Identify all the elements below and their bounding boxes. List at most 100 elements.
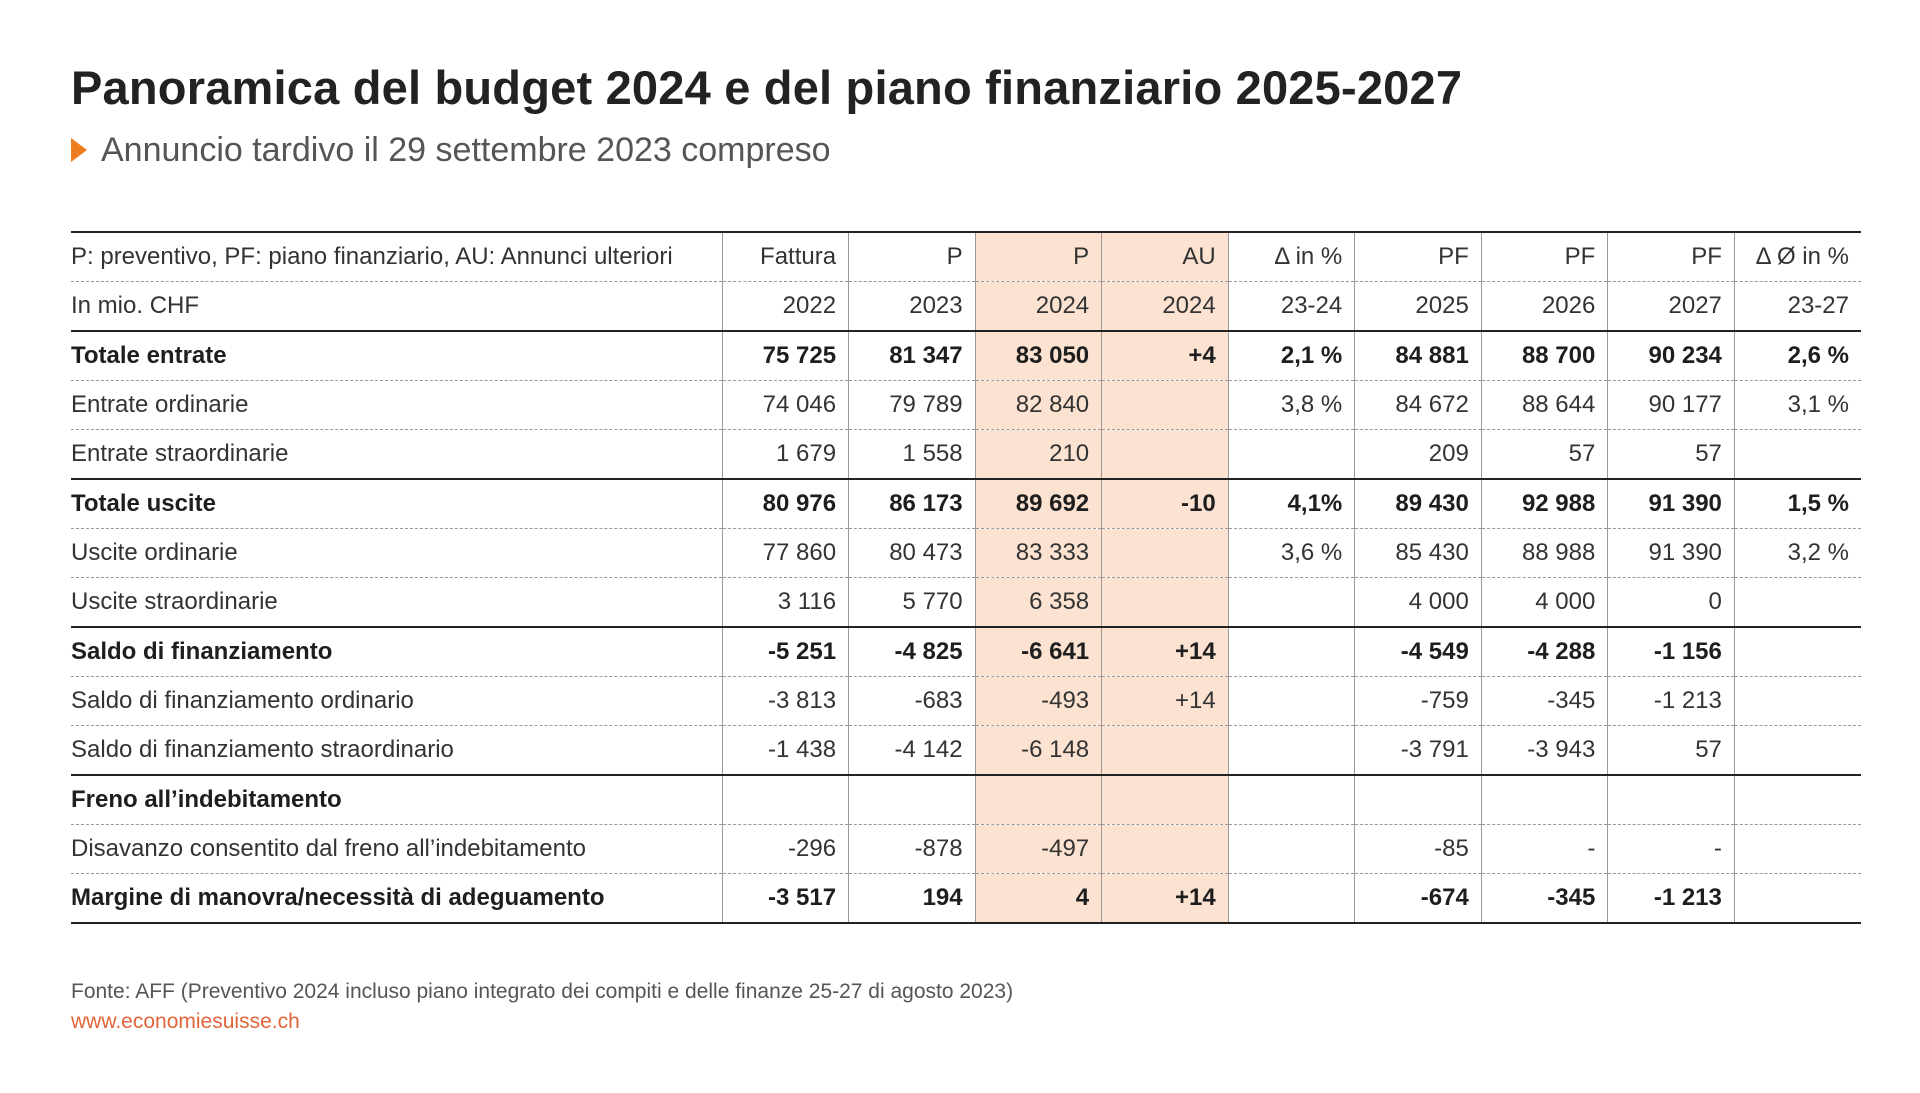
- header-cell: P: [974, 231, 1102, 282]
- cell-pf-2026: 92 988: [1480, 479, 1608, 529]
- cell-fattura-2022: 1 679: [721, 429, 849, 480]
- cell-p-2024: 83 333: [974, 528, 1102, 578]
- cell-delta-23-24: [1227, 725, 1355, 776]
- cell-au-2024: +14: [1101, 676, 1229, 726]
- cell-pf-2025: 85 430: [1354, 528, 1482, 578]
- header-cell: P: preventivo, PF: piano finanziario, AU…: [71, 231, 723, 282]
- cell-au-2024: [1101, 528, 1229, 578]
- header-cell: In mio. CHF: [71, 281, 723, 332]
- cell-p-2024: -6 641: [974, 627, 1102, 677]
- cell-delta-avg-23-27: 3,1 %: [1733, 380, 1861, 430]
- header-cell: 2024: [974, 281, 1102, 332]
- header-cell: 2024: [1101, 281, 1229, 332]
- cell-delta-avg-23-27: [1733, 824, 1861, 874]
- cell-delta-23-24: 3,8 %: [1227, 380, 1355, 430]
- cell-pf-2025: 84 881: [1354, 331, 1482, 381]
- header-cell: 2023: [848, 281, 976, 332]
- cell-au-2024: [1101, 775, 1229, 825]
- cell-p-2024: 82 840: [974, 380, 1102, 430]
- cell-au-2024: +14: [1101, 627, 1229, 677]
- cell-fattura-2022: -1 438: [721, 725, 849, 776]
- cell-pf-2026: -345: [1480, 676, 1608, 726]
- header-cell: Δ Ø in %: [1733, 231, 1861, 282]
- table-row-saldo-finanziamento-straordinario: Saldo di finanziamento straordinario -1 4…: [71, 725, 1861, 776]
- header-cell: PF: [1480, 231, 1608, 282]
- cell-delta-avg-23-27: [1733, 429, 1861, 480]
- cell-p-2024: [974, 775, 1102, 825]
- cell-fattura-2022: 75 725: [721, 331, 849, 381]
- cell-p-2023: 86 173: [848, 479, 976, 529]
- header-row-labels: P: preventivo, PF: piano finanziario, AU…: [71, 231, 1861, 282]
- cell-pf-2027: [1607, 775, 1735, 825]
- header-cell: PF: [1607, 231, 1735, 282]
- cell-p-2023: 80 473: [848, 528, 976, 578]
- cell-au-2024: [1101, 577, 1229, 628]
- cell-p-2024: 4: [974, 873, 1102, 924]
- cell-pf-2025: [1354, 775, 1482, 825]
- table-row-uscite-ordinarie: Uscite ordinarie 77 860 80 473 83 333 3,6 % 8…: [71, 528, 1861, 578]
- cell-delta-23-24: [1227, 775, 1355, 825]
- header-cell: 23-27: [1733, 281, 1861, 332]
- cell-delta-23-24: 2,1 %: [1227, 331, 1355, 381]
- cell-pf-2025: -85: [1354, 824, 1482, 874]
- cell-au-2024: [1101, 725, 1229, 776]
- cell-pf-2025: 209: [1354, 429, 1482, 480]
- cell-label: Uscite straordinarie: [71, 577, 723, 628]
- page-title: Panoramica del budget 2024 e del piano f…: [71, 61, 1463, 114]
- cell-pf-2026: -3 943: [1480, 725, 1608, 776]
- cell-fattura-2022: -3 813: [721, 676, 849, 726]
- cell-delta-23-24: [1227, 429, 1355, 480]
- cell-pf-2026: 88 644: [1480, 380, 1608, 430]
- cell-delta-23-24: 3,6 %: [1227, 528, 1355, 578]
- cell-label: Freno all’indebitamento: [71, 775, 723, 825]
- cell-fattura-2022: 74 046: [721, 380, 849, 430]
- cell-pf-2025: -759: [1354, 676, 1482, 726]
- cell-p-2024: 210: [974, 429, 1102, 480]
- cell-delta-avg-23-27: 3,2 %: [1733, 528, 1861, 578]
- cell-pf-2027: -1 213: [1607, 676, 1735, 726]
- table-row-uscite-straordinarie: Uscite straordinarie 3 116 5 770 6 358 4 000…: [71, 577, 1861, 628]
- cell-pf-2027: 0: [1607, 577, 1735, 628]
- header-cell: 2025: [1354, 281, 1482, 332]
- header-cell: 2026: [1480, 281, 1608, 332]
- cell-delta-23-24: [1227, 873, 1355, 924]
- cell-p-2024: 89 692: [974, 479, 1102, 529]
- cell-au-2024: [1101, 824, 1229, 874]
- header-cell: Fattura: [721, 231, 849, 282]
- header-cell: PF: [1354, 231, 1482, 282]
- website-link[interactable]: www.economiesuisse.ch: [71, 1010, 300, 1033]
- cell-p-2023: 5 770: [848, 577, 976, 628]
- cell-pf-2025: 84 672: [1354, 380, 1482, 430]
- cell-delta-23-24: [1227, 627, 1355, 677]
- cell-label: Saldo di finanziamento: [71, 627, 723, 677]
- cell-pf-2026: -345: [1480, 873, 1608, 924]
- cell-delta-avg-23-27: [1733, 676, 1861, 726]
- cell-pf-2025: -674: [1354, 873, 1482, 924]
- cell-fattura-2022: [721, 775, 849, 825]
- cell-label: Saldo di finanziamento straordinario: [71, 725, 723, 776]
- cell-delta-avg-23-27: 1,5 %: [1733, 479, 1861, 529]
- subtitle: Annuncio tardivo il 29 settembre 2023 co…: [101, 130, 831, 169]
- header-cell: 2022: [721, 281, 849, 332]
- cell-pf-2027: -: [1607, 824, 1735, 874]
- cell-p-2024: -6 148: [974, 725, 1102, 776]
- cell-delta-23-24: 4,1%: [1227, 479, 1355, 529]
- cell-p-2023: -878: [848, 824, 976, 874]
- cell-label: Entrate ordinarie: [71, 380, 723, 430]
- cell-pf-2025: -3 791: [1354, 725, 1482, 776]
- header-cell: 2027: [1607, 281, 1735, 332]
- cell-label: Saldo di finanziamento ordinario: [71, 676, 723, 726]
- cell-p-2024: 6 358: [974, 577, 1102, 628]
- cell-pf-2027: 91 390: [1607, 479, 1735, 529]
- cell-pf-2027: 90 177: [1607, 380, 1735, 430]
- cell-pf-2026: 57: [1480, 429, 1608, 480]
- table-row-freno-indebitamento: Freno all’indebitamento: [71, 775, 1861, 825]
- cell-p-2023: -4 825: [848, 627, 976, 677]
- header-cell: P: [848, 231, 976, 282]
- cell-pf-2026: 88 700: [1480, 331, 1608, 381]
- cell-fattura-2022: 80 976: [721, 479, 849, 529]
- cell-p-2023: 194: [848, 873, 976, 924]
- cell-fattura-2022: 77 860: [721, 528, 849, 578]
- cell-p-2023: 79 789: [848, 380, 976, 430]
- cell-delta-23-24: [1227, 676, 1355, 726]
